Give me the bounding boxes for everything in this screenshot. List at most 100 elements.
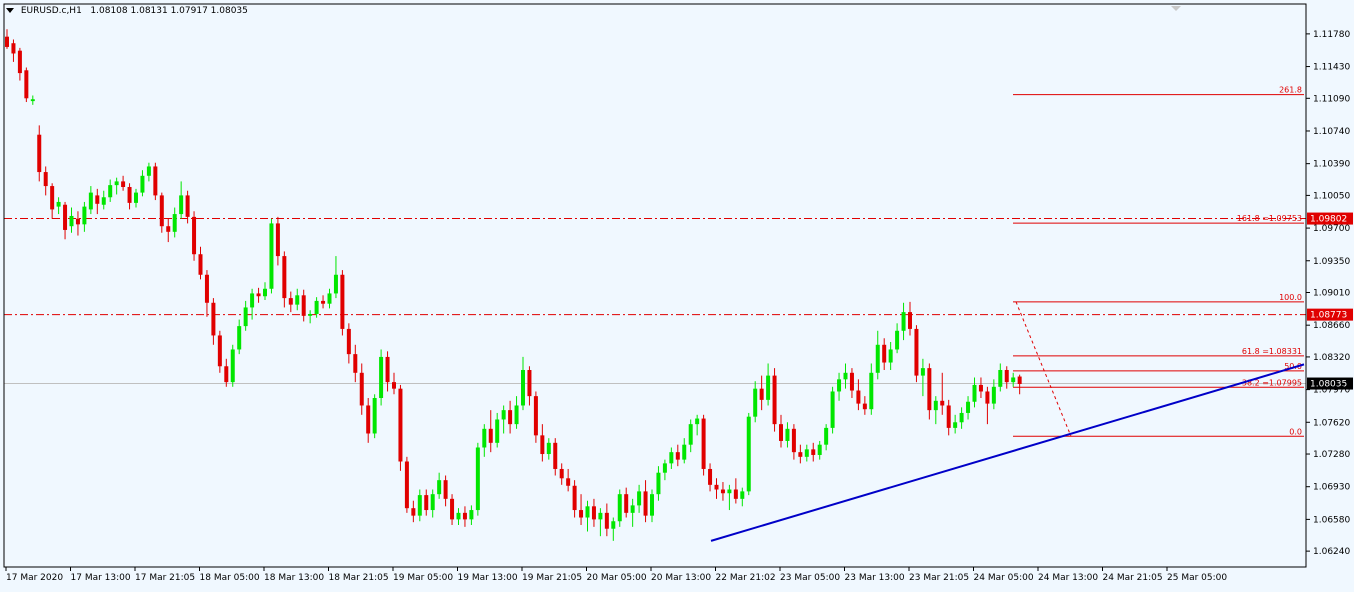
x-tick-label: 19 Mar 05:00: [393, 573, 453, 583]
candle-body: [5, 36, 9, 47]
trendline[interactable]: [710, 363, 1305, 542]
fib-anchor-line[interactable]: [1015, 301, 1072, 437]
candle-body: [333, 274, 338, 294]
candle-body: [998, 369, 1003, 387]
candle-body: [856, 390, 861, 404]
candle-body: [598, 512, 603, 520]
candle-body: [366, 405, 371, 434]
candle-body: [611, 521, 616, 529]
candle-body: [746, 416, 751, 492]
y-tick-label: 1.10390: [1313, 160, 1350, 170]
candle-body: [211, 302, 216, 336]
candle-body: [288, 298, 293, 305]
candle-body: [920, 368, 925, 376]
x-tick-label: 19 Mar 21:05: [522, 573, 582, 583]
candle-body: [811, 449, 816, 455]
candle-body: [101, 197, 106, 205]
candle-body: [540, 435, 545, 455]
candle-body: [17, 50, 22, 74]
fib-level-label: 0.0: [1289, 427, 1302, 436]
candle-body: [50, 186, 55, 210]
x-tick-label: 18 Mar 05:00: [200, 573, 260, 583]
candle-body: [11, 43, 16, 54]
candle-body: [237, 326, 242, 350]
candle-body: [875, 344, 880, 373]
candle-body: [353, 354, 358, 373]
candle-body: [843, 372, 848, 380]
candle-body: [830, 391, 835, 428]
candle-body: [933, 400, 938, 411]
x-tick-label: 24 Mar 13:00: [1038, 573, 1098, 583]
candle-body: [30, 99, 35, 102]
candle-body: [553, 442, 558, 469]
candle-body: [824, 427, 829, 445]
candle-body: [198, 254, 203, 275]
candle-body: [727, 489, 732, 494]
candle-body: [753, 388, 758, 417]
candle-body: [533, 396, 538, 436]
candle-body: [256, 293, 261, 297]
y-tick-label: 1.06930: [1313, 483, 1350, 493]
candle-body: [720, 489, 725, 494]
candle-body: [966, 401, 971, 413]
candle-body: [837, 379, 842, 392]
candle-body: [127, 186, 132, 203]
candle-body: [882, 344, 887, 363]
candle-body: [953, 422, 958, 428]
y-tick-label: 1.07970: [1313, 386, 1350, 396]
symbol-header[interactable]: EURUSD.c,H1 1.08108 1.08131 1.07917 1.08…: [6, 6, 248, 16]
candle-body: [650, 494, 654, 516]
candle-body: [250, 293, 255, 308]
y-tick-label: 1.09350: [1313, 257, 1350, 267]
candle-body: [308, 313, 313, 316]
x-tick-label: 24 Mar 05:00: [974, 573, 1034, 583]
candle-body: [404, 461, 409, 509]
candle-body: [940, 400, 945, 406]
current-price-label: 1.08035: [1310, 380, 1347, 390]
candle-body: [443, 480, 448, 499]
candle-body: [682, 444, 687, 460]
candle-body: [24, 70, 29, 99]
candle-body: [895, 330, 900, 350]
x-tick-label: 23 Mar 05:00: [780, 573, 840, 583]
x-tick-label: 19 Mar 13:00: [458, 573, 518, 583]
x-tick-label: 17 Mar 13:00: [71, 573, 131, 583]
x-tick-label: 23 Mar 13:00: [845, 573, 905, 583]
candle-body: [901, 312, 906, 331]
candle-body: [985, 391, 990, 404]
candle-body: [675, 452, 680, 460]
chart-shift-marker-icon[interactable]: [1171, 6, 1181, 11]
x-tick-label: 22 Mar 21:02: [716, 573, 776, 583]
candle-body: [927, 368, 932, 411]
candle-body: [501, 410, 506, 420]
candle-body: [849, 372, 854, 391]
y-tick-label: 1.11090: [1313, 94, 1350, 104]
candle-body: [1004, 369, 1009, 383]
candle-body: [991, 386, 996, 404]
candle-body: [172, 214, 177, 232]
y-tick-label: 1.06580: [1313, 515, 1350, 525]
candle-body: [314, 300, 319, 314]
ohlc-readout: 1.08108 1.08131 1.07917 1.08035: [90, 6, 248, 16]
candle-body: [1011, 377, 1016, 383]
x-tick-label: 18 Mar 13:00: [264, 573, 324, 583]
candle-body: [327, 293, 332, 304]
candle-body: [146, 166, 151, 176]
candle-body: [1017, 376, 1022, 385]
candle-body: [946, 405, 951, 428]
fib-level-label: 100.0: [1279, 293, 1302, 302]
candle-body: [230, 349, 235, 383]
candle-body: [282, 256, 287, 299]
candle-body: [450, 498, 455, 520]
candle-body: [75, 218, 80, 225]
candle-body: [95, 195, 100, 204]
candle-body: [159, 195, 164, 227]
candle-body: [340, 274, 345, 329]
candle-body: [417, 495, 422, 516]
candle-body: [63, 204, 68, 230]
dropdown-triangle-icon[interactable]: [6, 8, 14, 13]
fib-level-label: 50.0: [1284, 362, 1302, 371]
